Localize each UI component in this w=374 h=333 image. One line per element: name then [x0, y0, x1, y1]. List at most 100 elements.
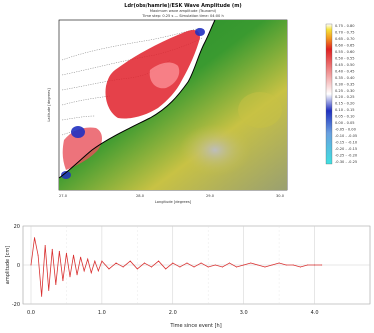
- colorbar-label: 0.55 - 0.60: [335, 50, 355, 54]
- series-point: [292, 264, 294, 266]
- map-subtitle-1: Maximum wave amplitude (Tsunami): [150, 9, 217, 13]
- series-point: [306, 264, 308, 266]
- series-point: [158, 260, 160, 262]
- series-point: [228, 262, 230, 264]
- wave-positive-area-3: [149, 62, 180, 89]
- series-point: [200, 262, 202, 264]
- chart-y-axis-label: amplitude [cm]: [5, 246, 11, 284]
- colorbar-label: 0.15 - 0.20: [335, 102, 355, 106]
- series-line: [30, 237, 322, 297]
- series-point: [34, 237, 36, 239]
- colorbar-label: 0.00 - 0.05: [335, 121, 355, 125]
- series-point: [165, 268, 167, 270]
- series-point: [87, 258, 89, 260]
- highland-area: [179, 124, 251, 176]
- series-point: [48, 289, 50, 291]
- series-point: [136, 268, 138, 270]
- series-point: [129, 260, 131, 262]
- series-points: [30, 237, 323, 297]
- series-point: [122, 266, 124, 268]
- series-point: [41, 295, 43, 297]
- series-point: [30, 264, 32, 266]
- series-point: [73, 254, 75, 256]
- series-point: [37, 254, 39, 256]
- x-tick-label: 4.0: [311, 310, 319, 316]
- map-x-axis-label: Longitude [degrees]: [155, 200, 192, 204]
- series-point: [69, 276, 71, 278]
- series-point: [65, 252, 67, 254]
- chart-x-axis-label: Time since event [h]: [169, 323, 221, 329]
- colorbar-label: 0.50 - 0.55: [335, 56, 355, 60]
- series-point: [250, 262, 252, 264]
- colorbar-label: 0.75 - 0.80: [335, 24, 355, 28]
- series-point: [62, 280, 64, 282]
- series-point: [193, 266, 195, 268]
- colorbar-label: 0.20 - 0.25: [335, 95, 355, 99]
- series-point: [83, 270, 85, 272]
- series-point: [214, 264, 216, 266]
- colorbar-scale: [325, 23, 333, 165]
- x-tick-label: 0.0: [27, 310, 35, 316]
- series-point: [243, 264, 245, 266]
- series-point: [207, 266, 209, 268]
- colorbar-label: 0.30 - 0.35: [335, 82, 355, 86]
- highland-area-2: [238, 92, 282, 128]
- series-point: [321, 264, 323, 266]
- series-point: [44, 245, 46, 246]
- colorbar-label: 0.65 - 0.70: [335, 37, 355, 41]
- map-xtick-label: 29.0: [206, 194, 215, 198]
- series-point: [285, 264, 287, 266]
- series-point: [299, 266, 301, 268]
- colorbar-label: -0.15 - -0.10: [335, 141, 358, 145]
- series-point: [186, 262, 188, 264]
- wave-negative-area-2: [195, 28, 205, 36]
- map-xtick-label: 27.0: [59, 194, 68, 198]
- series-point: [97, 270, 99, 272]
- series-point: [264, 266, 266, 268]
- series-point: [314, 264, 316, 266]
- timeseries-chart: 0.0 1.0 2.0 3.0 4.0 20 0 -20 Time since event […: [5, 224, 371, 329]
- chart-ticks: 0.0 1.0 2.0 3.0 4.0 20 0 -20: [12, 224, 319, 316]
- map-xtick-label: 30.0: [276, 194, 285, 198]
- series-point: [101, 260, 103, 262]
- colorbar-label: 0.45 - 0.50: [335, 63, 355, 67]
- series-point: [58, 250, 60, 252]
- colorbar-label: -0.30 - -0.25: [335, 160, 357, 164]
- colorbar-label: 0.10 - 0.15: [335, 108, 355, 112]
- map-y-axis-label: Latitude [degrees]: [47, 88, 51, 122]
- colorbar-label: 0.40 - 0.45: [335, 69, 355, 73]
- series-point: [55, 284, 57, 285]
- colorbar-label: 0.05 - 0.10: [335, 115, 355, 119]
- wave-positive-area-2: [62, 127, 102, 170]
- series-point: [90, 272, 92, 274]
- series-point: [80, 256, 82, 258]
- series-point: [271, 264, 273, 266]
- x-tick-label: 2.0: [169, 310, 177, 316]
- wave-negative-area: [71, 126, 85, 138]
- y-tick-label: 0: [17, 263, 20, 269]
- colorbar-label: 0.25 - 0.30: [335, 89, 355, 93]
- x-tick-label: 3.0: [240, 310, 248, 316]
- colorbar-label: 0.60 - 0.65: [335, 43, 355, 47]
- colorbar-label: -0.05 - 0.00: [335, 128, 357, 132]
- series-point: [143, 262, 145, 264]
- series-point: [115, 262, 117, 264]
- series-point: [51, 248, 53, 250]
- colorbar-label: -0.25 - -0.20: [335, 154, 358, 158]
- series-point: [257, 264, 259, 266]
- colorbar-labels: 0.75 - 0.80 0.70 - 0.75 0.65 - 0.70 0.60 - …: [335, 24, 358, 164]
- colorbar-label: -0.20 - -0.15: [335, 147, 357, 151]
- series-point: [278, 262, 280, 264]
- series-point: [151, 266, 153, 268]
- coastline: [58, 19, 216, 179]
- wave-negative-area-3: [61, 171, 71, 179]
- colorbar-label: 0.35 - 0.40: [335, 76, 355, 80]
- series-point: [94, 260, 96, 262]
- map-plot-area: 27.0 28.0 29.0 30.0 Longitude [degrees] …: [47, 19, 288, 204]
- y-tick-label: -20: [12, 302, 20, 308]
- map-title: Ldr(obs/hamrie)/ESK Wave Amplitude (m): [124, 3, 241, 9]
- series-point: [172, 262, 174, 264]
- map-xtick-label: 28.0: [136, 194, 145, 198]
